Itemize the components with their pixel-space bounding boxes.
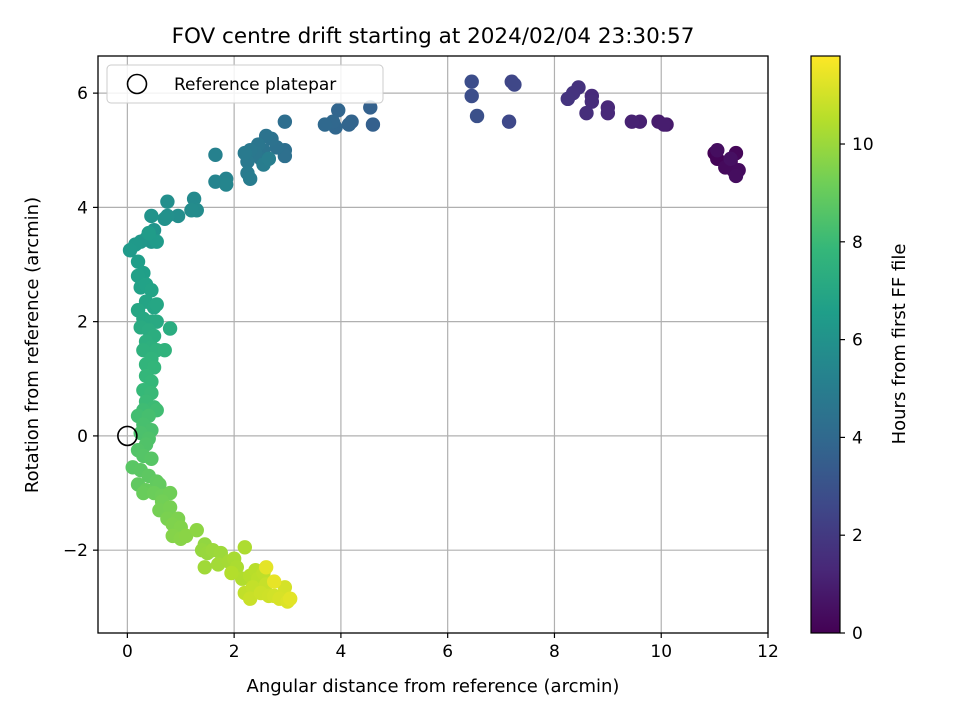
scatter-point: [170, 208, 186, 224]
scatter-points: [122, 74, 746, 609]
x-tick-label: 4: [335, 642, 346, 662]
colorbar-tick-label: 2: [852, 526, 863, 546]
scatter-point: [560, 91, 576, 107]
x-tick-label: 0: [122, 642, 133, 662]
x-tick-label: 2: [229, 642, 240, 662]
y-tick-label: −2: [63, 541, 88, 561]
reference-point-marker: [117, 425, 138, 447]
scatter-point: [266, 574, 282, 589]
scatter-point: [160, 194, 175, 209]
scatter-point: [178, 528, 194, 544]
scatter-point: [162, 321, 178, 336]
y-tick-label: 4: [77, 198, 88, 218]
scatter-point: [122, 243, 138, 258]
scatter-point: [501, 114, 517, 129]
scatter-point: [317, 117, 333, 132]
colorbar-tick-label: 8: [852, 233, 863, 253]
y-tick-label: 6: [77, 84, 88, 104]
plot-frame: [97, 55, 769, 634]
x-tick-label: 12: [757, 642, 779, 662]
y-axis-label: Rotation from reference (arcmin): [22, 197, 43, 493]
scatter-point: [189, 522, 204, 538]
colorbar-tick-label: 0: [852, 624, 863, 644]
scatter-point: [728, 168, 744, 184]
scatter-point: [507, 77, 522, 92]
scatter-point: [464, 74, 479, 89]
scatter-point: [723, 151, 738, 167]
scatter-point: [261, 151, 277, 167]
scatter-point: [331, 103, 346, 118]
scatter-point: [624, 114, 640, 129]
scatter-point: [710, 143, 725, 158]
x-axis-label: Angular distance from reference (arcmin): [247, 676, 620, 697]
scatter-point: [579, 105, 594, 121]
scatter-point: [144, 451, 159, 466]
colorbar: 0 2 4 6 8 10 Hours from first FF file: [810, 55, 910, 644]
scatter-point: [464, 88, 479, 104]
colorbar-ticks: 0 2 4 6 8 10: [840, 135, 874, 644]
y-tick-label: 0: [77, 427, 88, 447]
legend: Reference platepar: [106, 64, 384, 104]
scatter-point: [197, 560, 212, 575]
scatter-point: [341, 117, 357, 132]
x-tick-label: 10: [650, 642, 672, 662]
colorbar-tick-label: 6: [852, 331, 863, 351]
scatter-point: [365, 117, 381, 132]
scatter-point: [218, 177, 234, 192]
scatter-point: [186, 191, 202, 207]
scatter-point: [130, 254, 146, 269]
x-axis-ticks: 0 2 4 6 8 10 12: [122, 633, 779, 662]
scatter-point: [237, 145, 253, 161]
colorbar-label: Hours from first FF file: [889, 244, 910, 445]
scatter-point: [237, 540, 253, 555]
legend-marker-reference: [126, 73, 148, 95]
scatter-point: [600, 105, 616, 121]
legend-label-reference: Reference platepar: [174, 75, 336, 95]
scatter-point: [157, 343, 172, 358]
scatter-point: [242, 171, 258, 187]
scatter-point: [144, 208, 159, 224]
scatter-point: [157, 211, 172, 227]
scatter-point: [149, 297, 164, 312]
scatter-point: [258, 560, 274, 575]
scatter-point: [184, 203, 199, 218]
colorbar-tick-label: 4: [852, 428, 863, 448]
scatter-point: [469, 108, 485, 124]
scatter-point: [208, 147, 223, 163]
chart-title: FOV centre drift starting at 2024/02/04 …: [172, 24, 695, 49]
scatter-point: [656, 117, 672, 132]
scatter-point: [282, 591, 298, 606]
scatter-point: [224, 565, 239, 581]
x-tick-label: 6: [442, 642, 453, 662]
colorbar-tick-label: 10: [852, 135, 874, 155]
x-tick-label: 8: [549, 642, 560, 662]
y-axis-ticks: −2 0 2 4 6: [63, 84, 98, 561]
scatter-point: [144, 283, 159, 298]
scatter-point: [277, 580, 293, 595]
scatter-point: [242, 591, 258, 606]
scatter-point: [363, 100, 378, 115]
scatter-point: [136, 485, 151, 501]
y-tick-label: 2: [77, 313, 88, 333]
scatter-point: [277, 114, 293, 129]
colorbar-gradient: [810, 55, 841, 634]
scatter-point: [162, 500, 178, 515]
scatter-point: [141, 225, 156, 241]
scatter-point: [584, 94, 600, 109]
legend-box: [106, 64, 384, 104]
